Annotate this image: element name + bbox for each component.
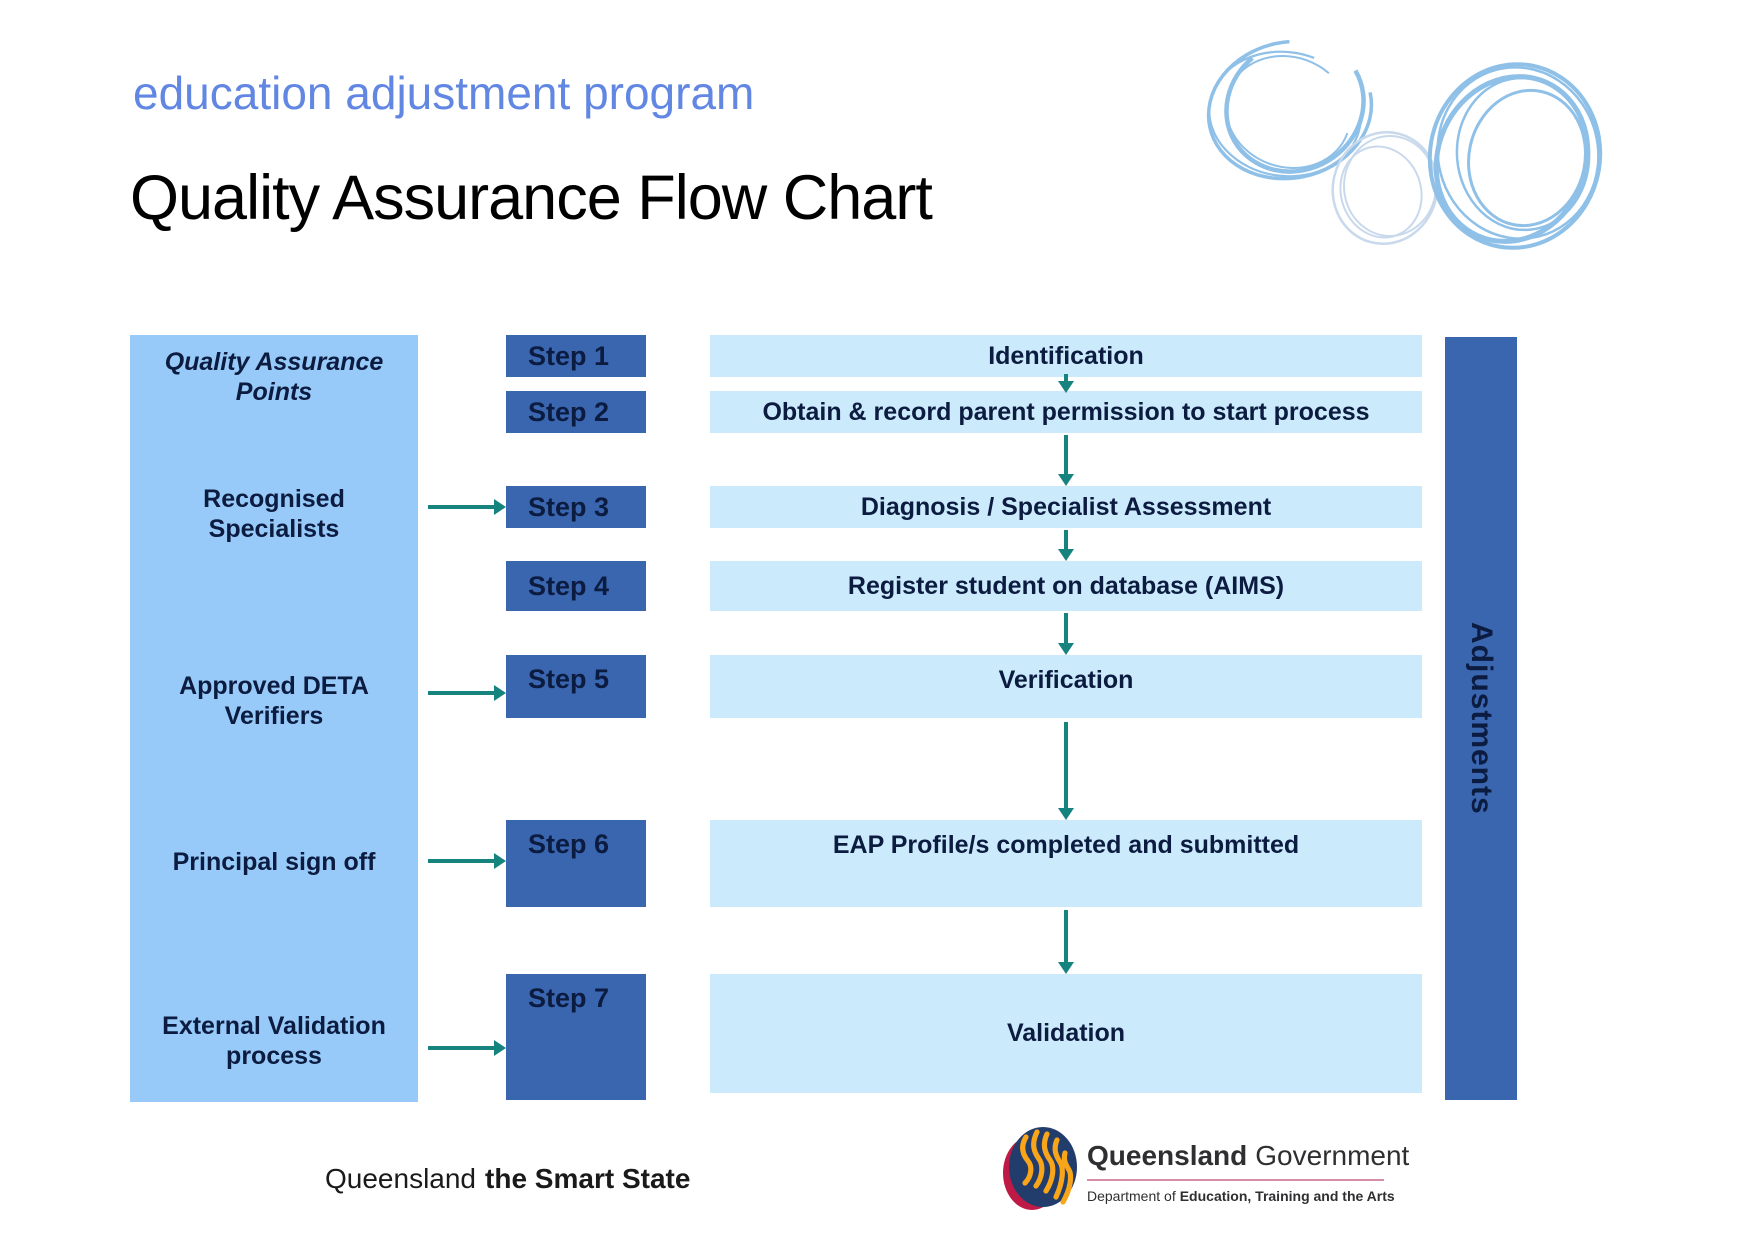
smart-state-wordmark: Queensland the Smart State (325, 1163, 690, 1195)
step-4-box: Step 4 (506, 561, 646, 611)
qa-label-external-validation-process: External Validation process (162, 1012, 386, 1070)
program-title: education adjustment program (133, 67, 755, 119)
step-6-box: Step 6 (506, 820, 646, 907)
step-5-box: Step 5 (506, 655, 646, 718)
qa-panel-heading: Quality Assurance Points (164, 348, 384, 406)
quality-assurance-panel: Quality Assurance Points Recognised Spec… (130, 335, 418, 1102)
process-row-diagnosis: Diagnosis / Specialist Assessment (710, 486, 1422, 528)
qa-label-principal-sign-off: Principal sign off (172, 848, 376, 876)
department-regular-text: Department of (1087, 1188, 1176, 1204)
qa-arrow-to-step-7-icon (428, 1046, 494, 1050)
flow-arrow-down-3-icon (1064, 530, 1068, 549)
process-row-identification: Identification (710, 335, 1422, 377)
flow-arrow-down-4-icon (1064, 613, 1068, 643)
department-caption: Department of Education, Training and the… (1087, 1188, 1395, 1204)
department-bold-text: Education, Training and the Arts (1179, 1188, 1395, 1204)
queensland-government-emblem-icon (1003, 1127, 1077, 1210)
process-row-parent-permission: Obtain & record parent permission to sta… (710, 391, 1422, 433)
qa-label-recognised-specialists: Recognised Specialists (203, 485, 345, 543)
gov-underline-rule (1087, 1179, 1384, 1181)
smart-state-bold-text: the Smart State (485, 1163, 691, 1194)
gov-regular-text: Government (1255, 1140, 1410, 1171)
qa-arrow-to-step-5-icon (428, 691, 494, 695)
flow-arrow-down-5-icon (1064, 722, 1068, 808)
queensland-government-wordmark: Queensland Government (1087, 1140, 1409, 1172)
smart-state-regular-text: Queensland (325, 1163, 477, 1194)
decorative-scribble-circles-icon (1206, 38, 1603, 250)
flow-arrow-down-6-icon (1064, 910, 1068, 962)
qa-label-approved-deta-verifiers: Approved DETA Verifiers (179, 672, 369, 730)
process-row-verification: Verification (710, 655, 1422, 718)
adjustments-bar: Adjustments (1445, 337, 1517, 1100)
qa-arrow-to-step-6-icon (428, 859, 494, 863)
flow-arrow-down-1-icon (1064, 374, 1068, 381)
flow-arrow-down-2-icon (1064, 435, 1068, 474)
adjustments-bar-label: Adjustments (1465, 622, 1498, 815)
page-title: Quality Assurance Flow Chart (130, 163, 933, 233)
gov-bold-text: Queensland (1087, 1140, 1248, 1171)
step-2-box: Step 2 (506, 391, 646, 433)
step-3-box: Step 3 (506, 486, 646, 528)
step-1-box: Step 1 (506, 335, 646, 377)
process-row-eap-profile: EAP Profile/s completed and submitted (710, 820, 1422, 907)
process-row-register-database: Register student on database (AIMS) (710, 561, 1422, 611)
qa-arrow-to-step-3-icon (428, 505, 494, 509)
process-row-validation: Validation (710, 974, 1422, 1093)
step-7-box: Step 7 (506, 974, 646, 1100)
